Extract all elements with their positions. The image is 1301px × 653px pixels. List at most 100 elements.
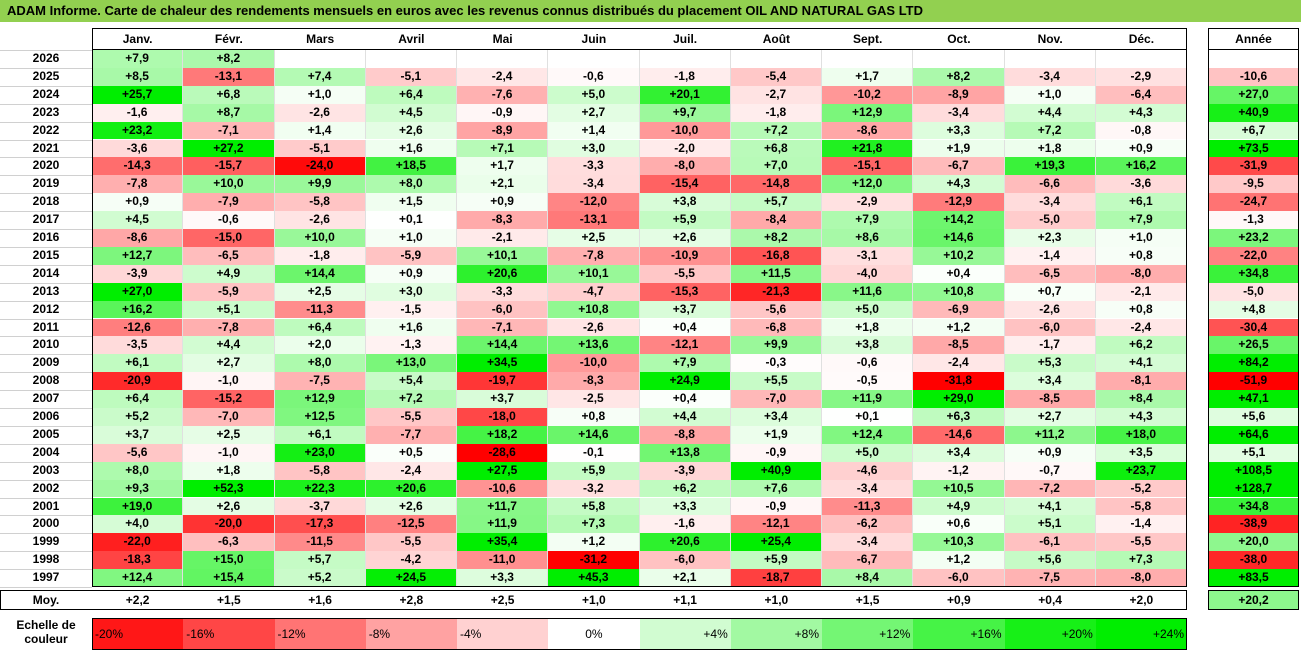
- annual-cell: -9,5: [1208, 175, 1299, 194]
- heat-cell: -5,5: [639, 264, 731, 283]
- heat-cell: +9,3: [92, 479, 184, 498]
- heat-cell: -2,6: [274, 211, 366, 229]
- heat-cell: +20,6: [457, 264, 549, 283]
- heat-cell: -1,8: [274, 246, 366, 265]
- year-label: 1997: [32, 570, 60, 585]
- heat-cell: +5,0: [822, 300, 914, 319]
- heat-cell: +1,9: [913, 139, 1005, 158]
- heat-cell: +4,0: [92, 515, 184, 534]
- heat-cell: +25,4: [730, 533, 822, 552]
- year-label: 2002: [32, 480, 60, 495]
- heat-cell: -5,6: [730, 300, 822, 319]
- heat-cell: +8,2: [183, 50, 275, 68]
- heat-cell: +9,9: [274, 175, 366, 194]
- heat-cell: -1,4: [1095, 515, 1187, 534]
- heat-cell: +0,4: [639, 318, 731, 337]
- annual-cell: +5,6: [1208, 408, 1299, 426]
- heat-cell: +10,0: [183, 175, 275, 194]
- heat-cell: +20,6: [365, 479, 457, 498]
- row-divider: [0, 497, 92, 499]
- heat-cell: +6,3: [913, 408, 1005, 426]
- heat-cell: -7,8: [92, 175, 184, 194]
- annual-cell: -31,9: [1208, 157, 1299, 176]
- heat-cell: -6,2: [822, 515, 914, 534]
- heat-cell: -10,2: [822, 85, 914, 104]
- heat-cell: +0,5: [365, 443, 457, 462]
- heat-cell: +5,2: [92, 408, 184, 426]
- heat-cell: -5,6: [92, 443, 184, 462]
- heat-cell: +5,9: [548, 461, 640, 480]
- heat-cell: +0,6: [913, 515, 1005, 534]
- heat-cell: -18,7: [730, 569, 822, 587]
- month-header: Sept.: [822, 28, 914, 50]
- heat-cell: +13,6: [548, 336, 640, 355]
- row-divider: [0, 229, 92, 230]
- heat-cell: +40,9: [730, 461, 822, 480]
- heat-cell: -22,0: [92, 533, 184, 552]
- heat-cell: +6,1: [1095, 193, 1187, 212]
- heat-cell: -0,1: [548, 443, 640, 462]
- heat-cell: +52,3: [183, 479, 275, 498]
- heat-cell: -12,5: [365, 515, 457, 534]
- heat-cell: +0,7: [1004, 282, 1096, 301]
- heat-cell: -3,4: [822, 533, 914, 552]
- year-label: 2026: [32, 51, 60, 65]
- row-divider: [0, 461, 92, 463]
- annual-cell: -30,4: [1208, 318, 1299, 337]
- heat-cell: +11,6: [822, 282, 914, 301]
- heat-cell: +2,7: [548, 103, 640, 122]
- average-cell: +2,8: [365, 590, 457, 610]
- heat-cell: +8,0: [92, 461, 184, 480]
- legend-swatch: -4%: [457, 618, 549, 650]
- heat-cell: -8,0: [639, 157, 731, 176]
- heat-cell: -4,6: [822, 461, 914, 480]
- heat-cell: +5,9: [730, 551, 822, 570]
- row-divider: [0, 533, 92, 535]
- heat-cell: -11,3: [274, 300, 366, 319]
- year-label: 2012: [32, 301, 60, 316]
- heat-cell: -8,9: [457, 121, 549, 140]
- heat-cell: -15,3: [639, 282, 731, 301]
- heat-cell: -3,4: [1004, 193, 1096, 212]
- month-header: Août: [730, 28, 822, 50]
- average-cell: +1,1: [639, 590, 731, 610]
- heat-cell: +11,5: [730, 264, 822, 283]
- heat-cell: +1,0: [1095, 229, 1187, 247]
- average-cell: +1,0: [730, 590, 822, 610]
- heat-cell: +5,6: [1004, 551, 1096, 570]
- heat-cell: -6,8: [730, 318, 822, 337]
- heat-cell: +12,9: [274, 390, 366, 408]
- heat-cell: [548, 50, 640, 68]
- month-header: Oct.: [913, 28, 1005, 50]
- heat-cell: -0,8: [1095, 121, 1187, 140]
- heat-cell: +0,1: [822, 408, 914, 426]
- annual-header: Année: [1208, 28, 1299, 50]
- heat-cell: +6,4: [92, 390, 184, 408]
- heat-cell: -6,5: [183, 246, 275, 265]
- heat-cell: +3,7: [457, 390, 549, 408]
- annual-cell: -1,3: [1208, 211, 1299, 229]
- heat-cell: -2,1: [1095, 282, 1187, 301]
- year-label: 2014: [32, 265, 60, 280]
- annual-cell: +73,5: [1208, 139, 1299, 158]
- heat-cell: +2,5: [183, 425, 275, 444]
- heat-cell: +4,4: [183, 336, 275, 355]
- heat-cell: +4,1: [1004, 497, 1096, 516]
- heat-cell: +2,3: [1004, 229, 1096, 247]
- annual-cell: +6,7: [1208, 121, 1299, 140]
- average-cell: +1,6: [274, 590, 366, 610]
- heat-cell: +18,0: [1095, 425, 1187, 444]
- row-divider: [0, 121, 92, 123]
- heat-cell: +6,4: [365, 85, 457, 104]
- month-header: Juil.: [639, 28, 731, 50]
- heat-cell: +27,2: [183, 139, 275, 158]
- heat-cell: -14,8: [730, 175, 822, 194]
- heat-cell: -3,4: [822, 479, 914, 498]
- heat-cell: +9,9: [730, 336, 822, 355]
- heat-cell: +5,0: [822, 443, 914, 462]
- heat-cell: +3,8: [639, 193, 731, 212]
- row-divider: [0, 336, 92, 338]
- year-label: 2025: [32, 68, 60, 83]
- heat-cell: +5,3: [1004, 354, 1096, 373]
- heat-cell: +5,1: [183, 300, 275, 319]
